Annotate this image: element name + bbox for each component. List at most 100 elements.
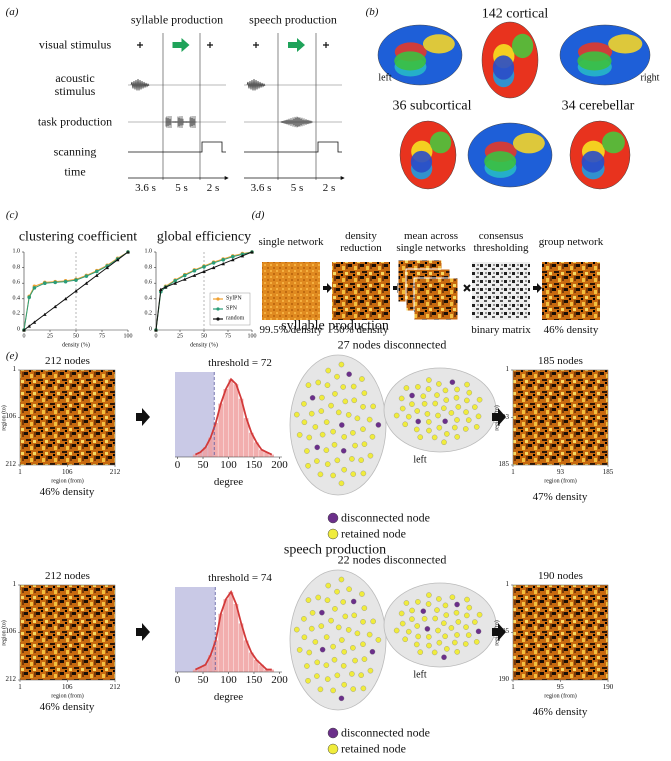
marker [32, 286, 37, 290]
view-label: left [413, 669, 427, 681]
y-tick-label: 93 [502, 412, 509, 421]
retained-node [454, 417, 460, 423]
retained-node [342, 398, 349, 405]
retained-node [325, 582, 331, 589]
brain-region [512, 132, 545, 154]
histogram-bar [264, 669, 269, 672]
retained-node [473, 424, 480, 430]
retained-node [334, 588, 340, 595]
brain-title: 142 cortical [481, 6, 549, 22]
y-tick-label: 1 [12, 580, 17, 589]
x-axis-label: degree [213, 690, 244, 703]
x-tick-label: 200 [271, 458, 288, 471]
retained-node [434, 392, 440, 398]
marker [126, 250, 130, 254]
marker [211, 261, 216, 265]
retained-node [334, 457, 341, 464]
x-tick-label: 100 [247, 333, 257, 340]
brain-title: 27 nodes disconnected [337, 337, 447, 352]
retained-node [341, 681, 347, 688]
matrix [512, 369, 609, 466]
retained-node [324, 382, 331, 388]
retained-node [462, 426, 469, 432]
disconnected-node [420, 608, 427, 614]
brain-region [492, 55, 515, 80]
time-label: 3.6 s [135, 181, 156, 194]
retained-node [366, 416, 373, 423]
retained-node [436, 639, 443, 646]
retained-node [319, 431, 326, 438]
retained-node [473, 639, 480, 645]
marker [95, 269, 99, 274]
retained-node [426, 377, 432, 383]
x-tick-label: 95 [556, 683, 564, 692]
y-tick-label: 1.0 [144, 248, 153, 255]
histogram-bar [269, 454, 274, 457]
retained-node [309, 610, 316, 616]
x-tick-label: 93 [557, 468, 564, 477]
row-label: scanning [53, 144, 97, 159]
marker [105, 265, 109, 270]
retained-node [426, 642, 432, 649]
retained-node [331, 441, 338, 448]
x-tick-label: 100 [123, 333, 133, 340]
row-label: time [64, 164, 86, 179]
retained-node [345, 627, 352, 633]
legend-swatch [327, 512, 339, 524]
x-tick-label: 106 [62, 683, 73, 692]
legend-label: retained node [341, 526, 406, 541]
marker [63, 297, 68, 301]
matrix-title: 212 nodes [45, 569, 90, 582]
retained-node [341, 434, 347, 440]
y-tick-label: 106 [5, 412, 17, 421]
matrix-title: 185 nodes [538, 354, 583, 367]
x-tick-label: 100 [220, 673, 237, 686]
legend-marker [216, 317, 220, 321]
marker [115, 258, 120, 262]
x-axis-label: region (from) [544, 693, 577, 700]
retained-node [406, 628, 412, 635]
retained-node [317, 471, 324, 478]
marker [53, 280, 57, 285]
marker [159, 287, 163, 291]
retained-node [360, 404, 366, 410]
histogram-bar [248, 652, 254, 672]
retained-node [443, 612, 450, 618]
time-label: 5 s [290, 181, 304, 194]
retained-node [345, 412, 352, 418]
retained-node [361, 656, 368, 662]
retained-node [399, 620, 406, 627]
retained-node [351, 612, 357, 619]
histogram-bar [259, 664, 264, 672]
x-tick-label: 1 [511, 468, 515, 477]
marker [84, 274, 89, 278]
retained-node [454, 434, 460, 440]
marker [221, 258, 225, 262]
retained-node [369, 433, 376, 440]
retained-node [315, 594, 321, 601]
brain-title: 34 cerebellar [561, 98, 635, 114]
retained-node [305, 597, 312, 603]
retained-node [432, 615, 438, 622]
step-arrow [533, 283, 542, 293]
marker [22, 328, 26, 332]
brain-region [511, 33, 534, 59]
retained-node [442, 602, 449, 609]
fit-curve [194, 377, 273, 456]
fit-curve [194, 590, 272, 671]
y-tick-label: 185 [498, 460, 510, 469]
brain-region [484, 151, 517, 172]
marker [202, 269, 206, 273]
x-tick-label: 75 [225, 333, 231, 340]
histogram-bar [213, 423, 218, 457]
row-title: syllable production [281, 318, 389, 334]
retained-node [360, 470, 367, 477]
retained-node [341, 466, 347, 473]
retained-node [436, 596, 442, 602]
y-axis-label: region (to) [494, 404, 501, 431]
retained-node [426, 419, 432, 425]
chart-title: global efficiency [156, 229, 252, 245]
x-tick-label: 212 [109, 683, 121, 692]
marker [231, 258, 235, 262]
brain-region [429, 131, 452, 154]
